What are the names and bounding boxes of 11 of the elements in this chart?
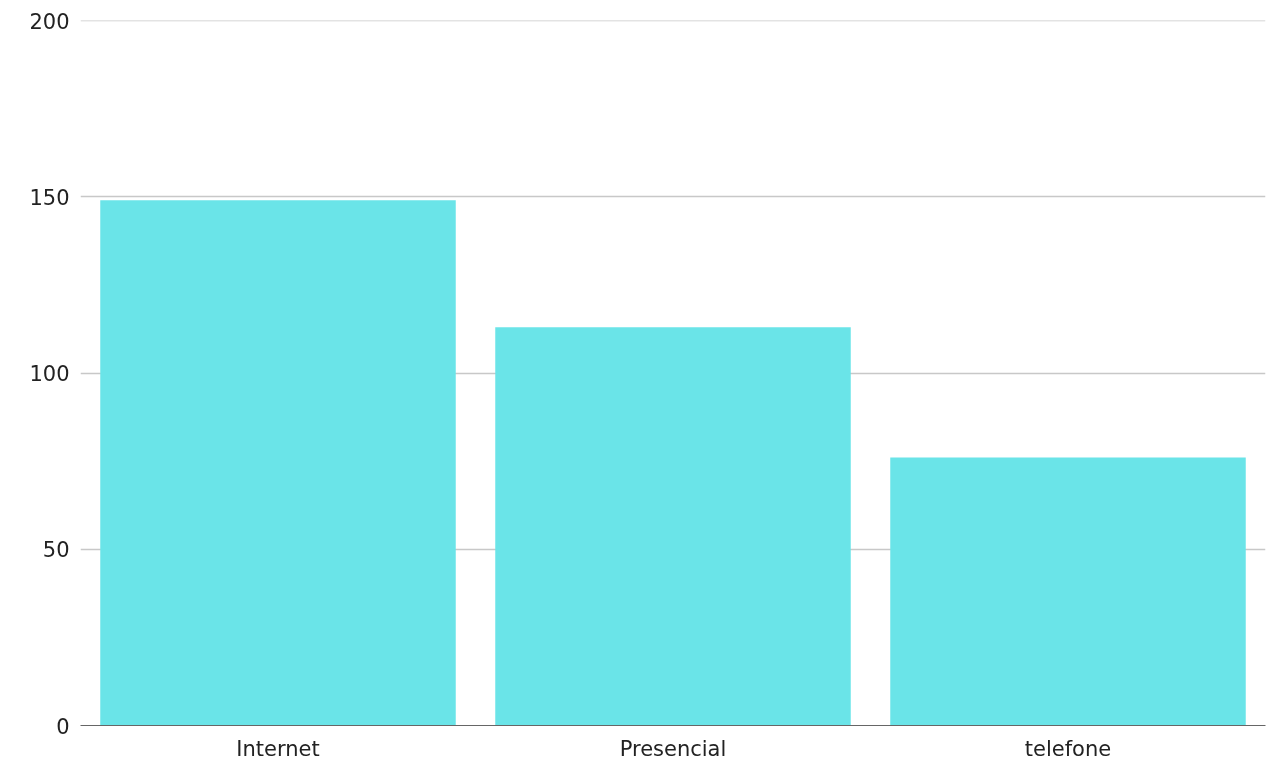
y-tick-label: 100 bbox=[29, 362, 70, 386]
x-tick-label: Internet bbox=[236, 736, 320, 761]
y-tick-label: 0 bbox=[56, 714, 70, 739]
y-tick-label: 200 bbox=[29, 9, 70, 34]
x-tick-label: telefone bbox=[1024, 736, 1112, 761]
y-tick-label: 150 bbox=[29, 185, 70, 210]
bar bbox=[495, 327, 851, 726]
bar bbox=[100, 200, 456, 726]
bar bbox=[890, 457, 1246, 726]
y-tick-label: 50 bbox=[42, 538, 70, 563]
x-tick-label: Presencial bbox=[619, 736, 727, 761]
